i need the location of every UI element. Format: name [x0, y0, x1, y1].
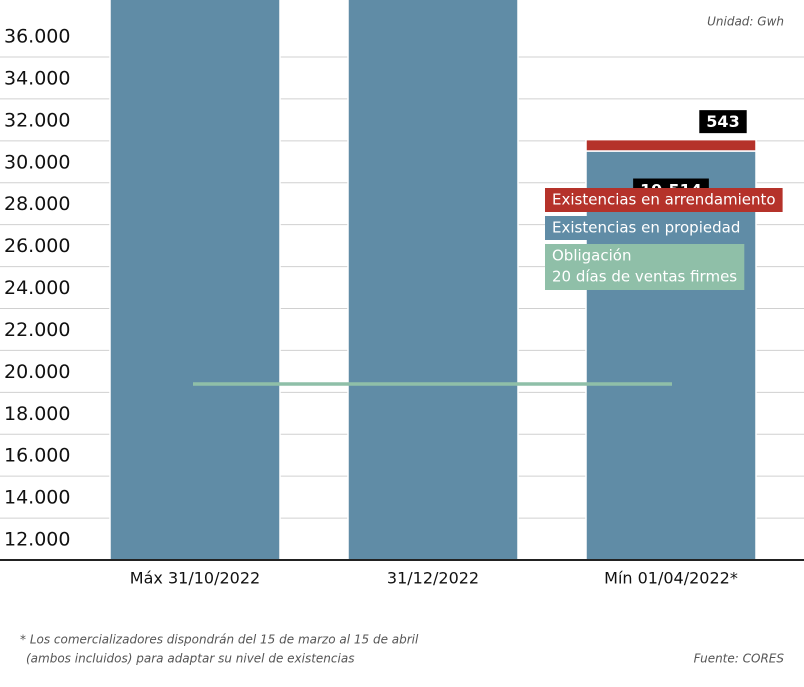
- legend-item: Obligación 20 días de ventas firmes: [545, 244, 745, 290]
- bar-segment: [109, 0, 281, 561]
- footnote: * Los comercializadores dispondrán del 1…: [20, 633, 419, 647]
- legend-swatch: [545, 188, 783, 212]
- y-tick-label: 12.000: [4, 529, 70, 551]
- y-tick-label: 16.000: [4, 445, 70, 467]
- legend-label: 20 días de ventas firmes: [552, 268, 737, 286]
- footnote: (ambos incluidos) para adaptar su nivel …: [26, 652, 354, 666]
- legend-label: Existencias en propiedad: [552, 219, 740, 237]
- legend-item: Existencias en propiedad: [545, 216, 748, 240]
- legend-label: Obligación: [552, 247, 631, 265]
- unit-note: Unidad: Gwh: [707, 15, 784, 29]
- legend-label: Existencias en arrendamiento: [552, 191, 776, 209]
- legend-swatch: [545, 216, 748, 240]
- y-tick-label: 20.000: [4, 361, 70, 383]
- bar-segment: [347, 0, 519, 561]
- y-tick-label: 26.000: [4, 235, 70, 257]
- y-tick-label: 28.000: [4, 193, 70, 215]
- data-label-text: 543: [706, 112, 739, 131]
- y-tick-label: 14.000: [4, 487, 70, 509]
- legend-item: Existencias en arrendamiento: [545, 188, 783, 212]
- source: Fuente: CORES: [694, 652, 785, 666]
- y-tick-label: 18.000: [4, 403, 70, 425]
- y-tick-label: 30.000: [4, 151, 70, 173]
- data-label-box: [699, 110, 747, 134]
- y-tick-label: 22.000: [4, 319, 70, 341]
- x-tick-label: Mín 01/04/2022*: [604, 569, 738, 588]
- y-tick-label: 36.000: [4, 26, 70, 48]
- x-tick-label: Máx 31/10/2022: [130, 569, 260, 588]
- bar-segment: [585, 138, 757, 152]
- legend-swatch: [545, 244, 745, 290]
- x-tick-label: 31/12/2022: [387, 569, 479, 588]
- bar-segment: [585, 150, 757, 561]
- y-tick-label: 32.000: [4, 109, 70, 131]
- y-tick-label: 24.000: [4, 277, 70, 299]
- y-tick-label: 34.000: [4, 67, 70, 89]
- data-label: 543: [699, 110, 747, 134]
